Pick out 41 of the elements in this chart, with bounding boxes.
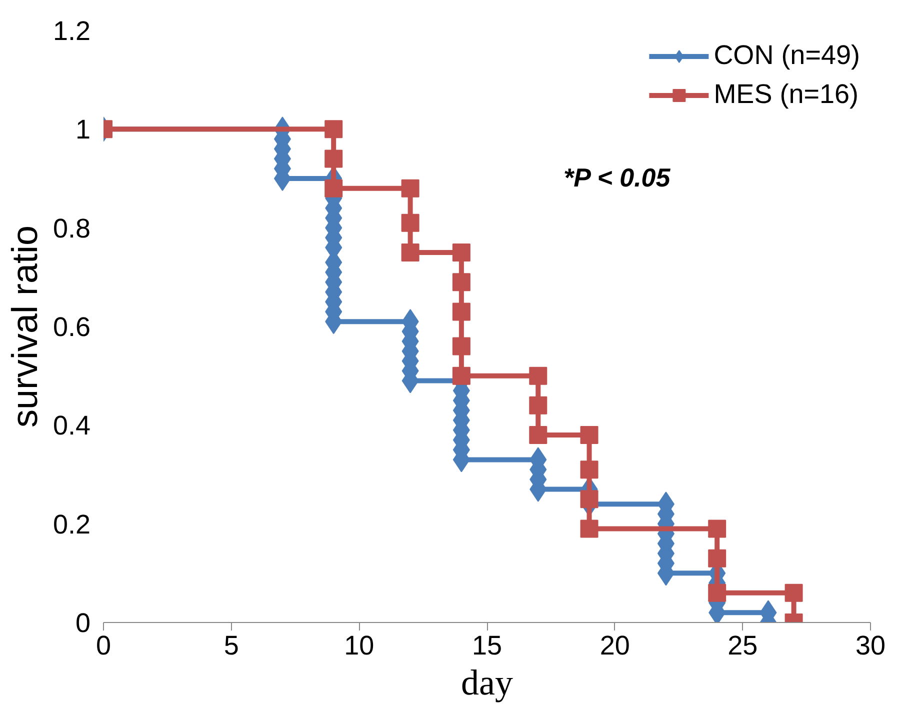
legend-label: MES (n=16) — [714, 79, 858, 110]
y-tick-label: 0.8 — [52, 213, 91, 244]
y-tick-label: 1 — [75, 114, 91, 145]
legend-label: CON (n=49) — [714, 40, 860, 71]
point — [452, 337, 470, 356]
x-tick-label: 15 — [472, 630, 502, 660]
x-tick-label: 0 — [96, 630, 112, 660]
annotation: *P < 0.05 — [564, 162, 671, 192]
x-tick-label: 5 — [224, 630, 239, 660]
x-tick-label: 25 — [728, 630, 758, 660]
x-tick-label: 30 — [855, 630, 886, 660]
point — [529, 426, 548, 444]
point — [580, 490, 598, 508]
x-axis-title: day — [461, 662, 513, 702]
point — [324, 120, 343, 138]
point — [708, 549, 726, 568]
y-tick-label: 0.4 — [52, 410, 91, 441]
point — [452, 366, 470, 385]
point — [580, 460, 598, 479]
point — [529, 396, 548, 414]
point — [452, 273, 470, 292]
y-tick-label: 0 — [75, 608, 91, 638]
point — [708, 584, 726, 602]
point — [401, 179, 420, 198]
point — [401, 214, 420, 232]
point — [452, 244, 470, 262]
y-tick-label: 0.2 — [52, 509, 91, 540]
point — [452, 302, 470, 321]
point — [708, 520, 726, 538]
point — [324, 179, 343, 198]
x-tick-label: 10 — [344, 630, 374, 660]
point — [784, 584, 803, 602]
x-tick-label: 20 — [600, 630, 630, 660]
y-tick-label: 0.6 — [52, 312, 91, 342]
point — [324, 150, 343, 168]
point — [401, 244, 420, 262]
y-tick-label: 1.2 — [52, 16, 91, 46]
y-axis-title: survival ratio — [4, 225, 45, 428]
point — [580, 426, 598, 444]
point — [529, 366, 548, 385]
point — [580, 520, 598, 538]
